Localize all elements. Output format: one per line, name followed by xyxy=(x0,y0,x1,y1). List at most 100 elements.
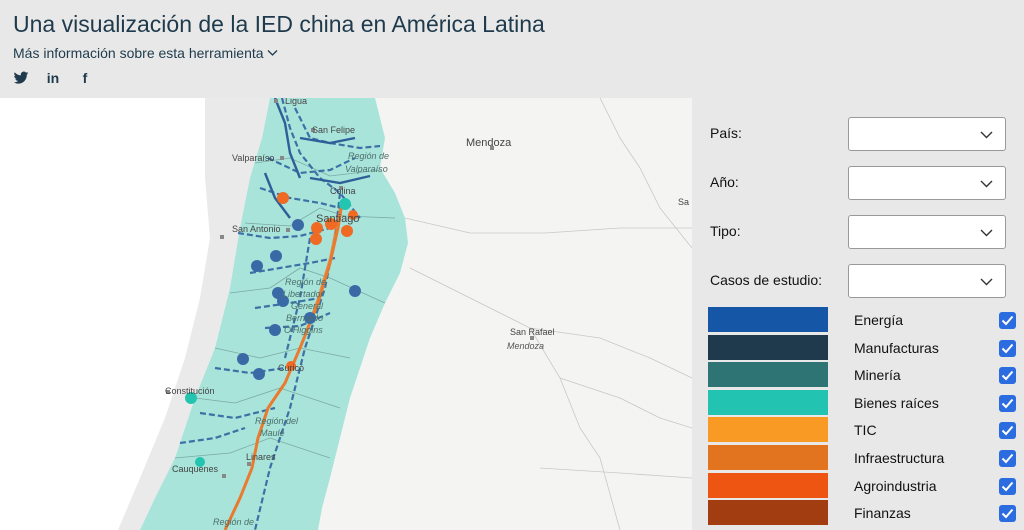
legend-label: Energía xyxy=(854,312,904,328)
type-select[interactable] xyxy=(848,215,1006,249)
investment-points[interactable] xyxy=(185,192,361,467)
point-blue xyxy=(292,219,304,231)
energy-lines-solid xyxy=(263,98,371,219)
map-label-san-rafael: San Rafael xyxy=(510,327,555,337)
chevron-down-icon xyxy=(980,229,993,237)
ocean xyxy=(0,98,270,530)
page-header: Una visualización de la IED china en Amé… xyxy=(0,0,1024,98)
checkmark-icon xyxy=(1001,453,1014,464)
legend-label: Manufacturas xyxy=(854,339,939,356)
checkmark-icon xyxy=(1001,481,1014,492)
point-orange xyxy=(277,192,289,204)
legend-swatch xyxy=(708,445,828,470)
map-label-region-bottom: Región de xyxy=(213,517,254,527)
sector-checkbox[interactable] xyxy=(999,505,1016,523)
checkmark-icon xyxy=(1001,398,1014,409)
point-orange xyxy=(310,233,322,245)
map-label-cauquenes: Cauquenes xyxy=(172,464,219,474)
checkmark-icon xyxy=(1001,371,1014,381)
legend-swatch xyxy=(708,334,828,360)
map-label-region-valparaiso-2: Valparaíso xyxy=(345,164,388,174)
checkmark-icon xyxy=(1001,426,1014,436)
legend-row[interactable]: Agroindustria xyxy=(708,472,1020,499)
legend-swatch xyxy=(708,472,828,498)
legend-row[interactable]: Manufacturas xyxy=(708,334,1020,361)
map-label-san-felipe: San Felipe xyxy=(312,125,355,135)
case-study-select[interactable] xyxy=(848,264,1006,298)
city-markers xyxy=(166,99,534,478)
legend-swatch xyxy=(708,417,828,443)
map-canvas[interactable]: Ligua San Felipe Valparaíso Región de Va… xyxy=(0,98,692,530)
point-blue xyxy=(270,250,282,262)
map-label-region-valparaiso: Región de xyxy=(348,151,389,161)
map-label-colina: Colina xyxy=(330,186,356,196)
checkmark-icon xyxy=(1001,315,1014,326)
point-orange xyxy=(341,225,353,237)
point-blue xyxy=(349,285,361,297)
twitter-icon[interactable] xyxy=(13,70,29,86)
point-teal xyxy=(339,198,351,210)
sector-checkbox[interactable] xyxy=(999,339,1016,357)
year-select[interactable] xyxy=(848,166,1006,200)
point-orange xyxy=(286,361,296,371)
sector-checkbox[interactable] xyxy=(999,367,1016,385)
facebook-icon[interactable]: f xyxy=(82,70,88,86)
chevron-down-icon xyxy=(980,278,993,286)
point-blue xyxy=(253,368,265,380)
coast-shadow xyxy=(118,98,270,530)
map-label-santiago: Santiago xyxy=(316,213,359,225)
sector-checkbox[interactable] xyxy=(999,312,1016,329)
legend-swatch xyxy=(708,389,828,415)
map-label-sa: Sa xyxy=(678,197,689,207)
linkedin-icon[interactable]: in xyxy=(46,70,60,86)
investment-map[interactable]: Ligua San Felipe Valparaíso Región de Va… xyxy=(0,98,692,530)
legend-swatch xyxy=(708,307,828,332)
chevron-down-icon xyxy=(267,50,278,56)
legend-row[interactable]: Finanzas xyxy=(708,500,1020,526)
page-title: Una visualización de la IED china en Amé… xyxy=(13,11,545,37)
legend-row[interactable]: Bienes raíces xyxy=(708,389,1020,416)
map-label-region-maule-2: Maule xyxy=(260,428,285,438)
filter-tipo: Tipo: xyxy=(710,215,1010,249)
legend-swatch xyxy=(708,500,828,526)
point-orange xyxy=(311,222,323,234)
checkmark-icon xyxy=(1001,343,1014,354)
map-label-region-maule-1: Región del xyxy=(255,416,299,426)
social-links: in f xyxy=(13,70,93,86)
map-label-san-antonio: San Antonio xyxy=(232,224,281,234)
filter-label: Año: xyxy=(710,174,739,190)
legend-label: Finanzas xyxy=(854,505,911,522)
filter-label: Tipo: xyxy=(710,223,741,239)
country-select[interactable] xyxy=(848,117,1006,151)
checkmark-icon xyxy=(1001,509,1014,519)
map-label-region-ohiggins-2: Libertador xyxy=(283,289,325,299)
legend-row[interactable]: Infraestructura xyxy=(708,445,1020,471)
map-label-region-ohiggins-1: Región de xyxy=(285,277,326,287)
point-blue xyxy=(251,260,263,272)
sector-checkbox[interactable] xyxy=(999,394,1016,412)
sector-checkbox[interactable] xyxy=(999,422,1016,440)
point-teal xyxy=(185,392,197,404)
map-label-curico: Curicó xyxy=(278,363,304,373)
map-label-ligua: Ligua xyxy=(285,98,307,106)
argentina-borders xyxy=(404,98,692,530)
legend-label: Bienes raíces xyxy=(854,394,939,411)
filter-label: País: xyxy=(710,125,742,141)
filter-panel: País: Año: Tipo: Casos de estudio: Energ… xyxy=(692,98,1024,530)
map-label-mendoza-region: Mendoza xyxy=(507,341,544,351)
more-info-toggle[interactable]: Más información sobre esta herramienta xyxy=(13,45,278,61)
legend-row[interactable]: TIC xyxy=(708,417,1020,443)
chevron-down-icon xyxy=(980,180,993,188)
sector-checkbox[interactable] xyxy=(999,450,1016,467)
sector-checkbox[interactable] xyxy=(999,477,1016,495)
legend-row[interactable]: Energía xyxy=(708,307,1020,333)
point-orange xyxy=(348,210,358,220)
filter-casos: Casos de estudio: xyxy=(710,264,1010,298)
legend-row[interactable]: Minería xyxy=(708,362,1020,388)
filter-label: Casos de estudio: xyxy=(710,272,823,288)
point-orange xyxy=(325,218,337,230)
legend-label: Minería xyxy=(854,367,901,384)
map-label-linares: Linares xyxy=(246,452,276,462)
map-label-region-ohiggins-4: Bernardo xyxy=(286,313,323,323)
chevron-down-icon xyxy=(980,131,993,139)
